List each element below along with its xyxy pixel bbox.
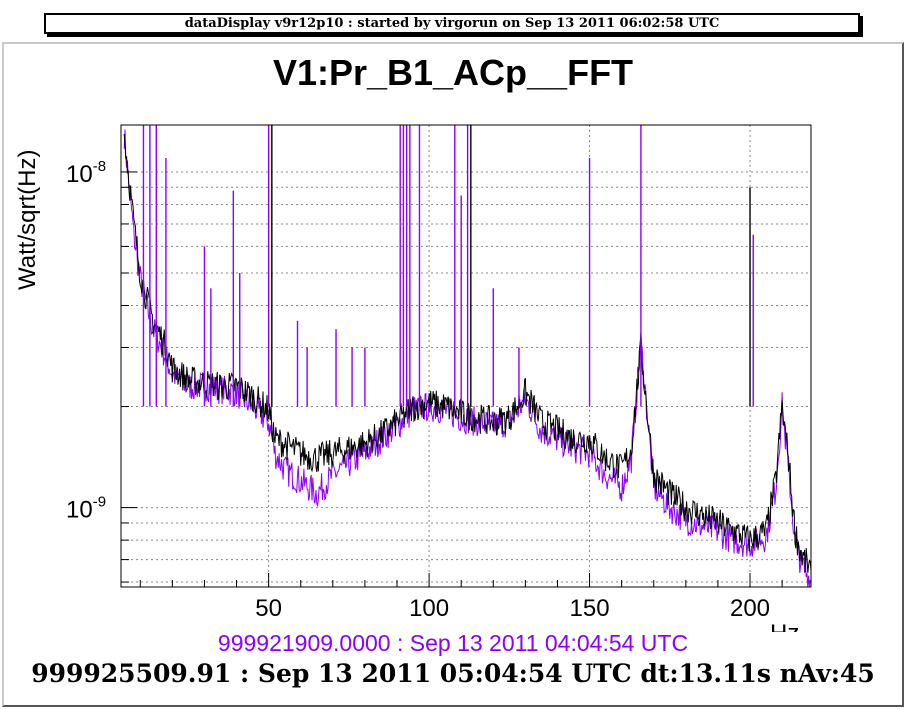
x-tick-label: 100	[409, 595, 449, 622]
header-title: dataDisplay v9r12p10 : started by virgor…	[184, 16, 720, 31]
plot-axes	[120, 124, 812, 588]
x-axis-label: Hz	[770, 622, 812, 632]
x-tick-label: 200	[730, 595, 770, 622]
reference-trace-label: 999921909.0000 : Sep 13 2011 04:04:54 UT…	[217, 630, 689, 656]
y-tick-label: 10-8	[66, 158, 106, 188]
current-trace-label: 999925509.91 : Sep 13 2011 05:04:54 UTC …	[31, 659, 875, 688]
x-tick-label: 150	[570, 595, 610, 622]
tick-labels: 50 100 150 200 10-9 10-8	[66, 158, 770, 622]
chart-title: V1:Pr_B1_ACp__FFT	[272, 52, 634, 93]
y-tick-label: 10-9	[66, 494, 106, 524]
header-title-bar: dataDisplay v9r12p10 : started by virgor…	[44, 13, 860, 34]
plot-frame	[120, 124, 812, 588]
series-line	[123, 133, 812, 573]
plot-series	[123, 125, 812, 588]
x-tick-label: 50	[255, 595, 282, 622]
